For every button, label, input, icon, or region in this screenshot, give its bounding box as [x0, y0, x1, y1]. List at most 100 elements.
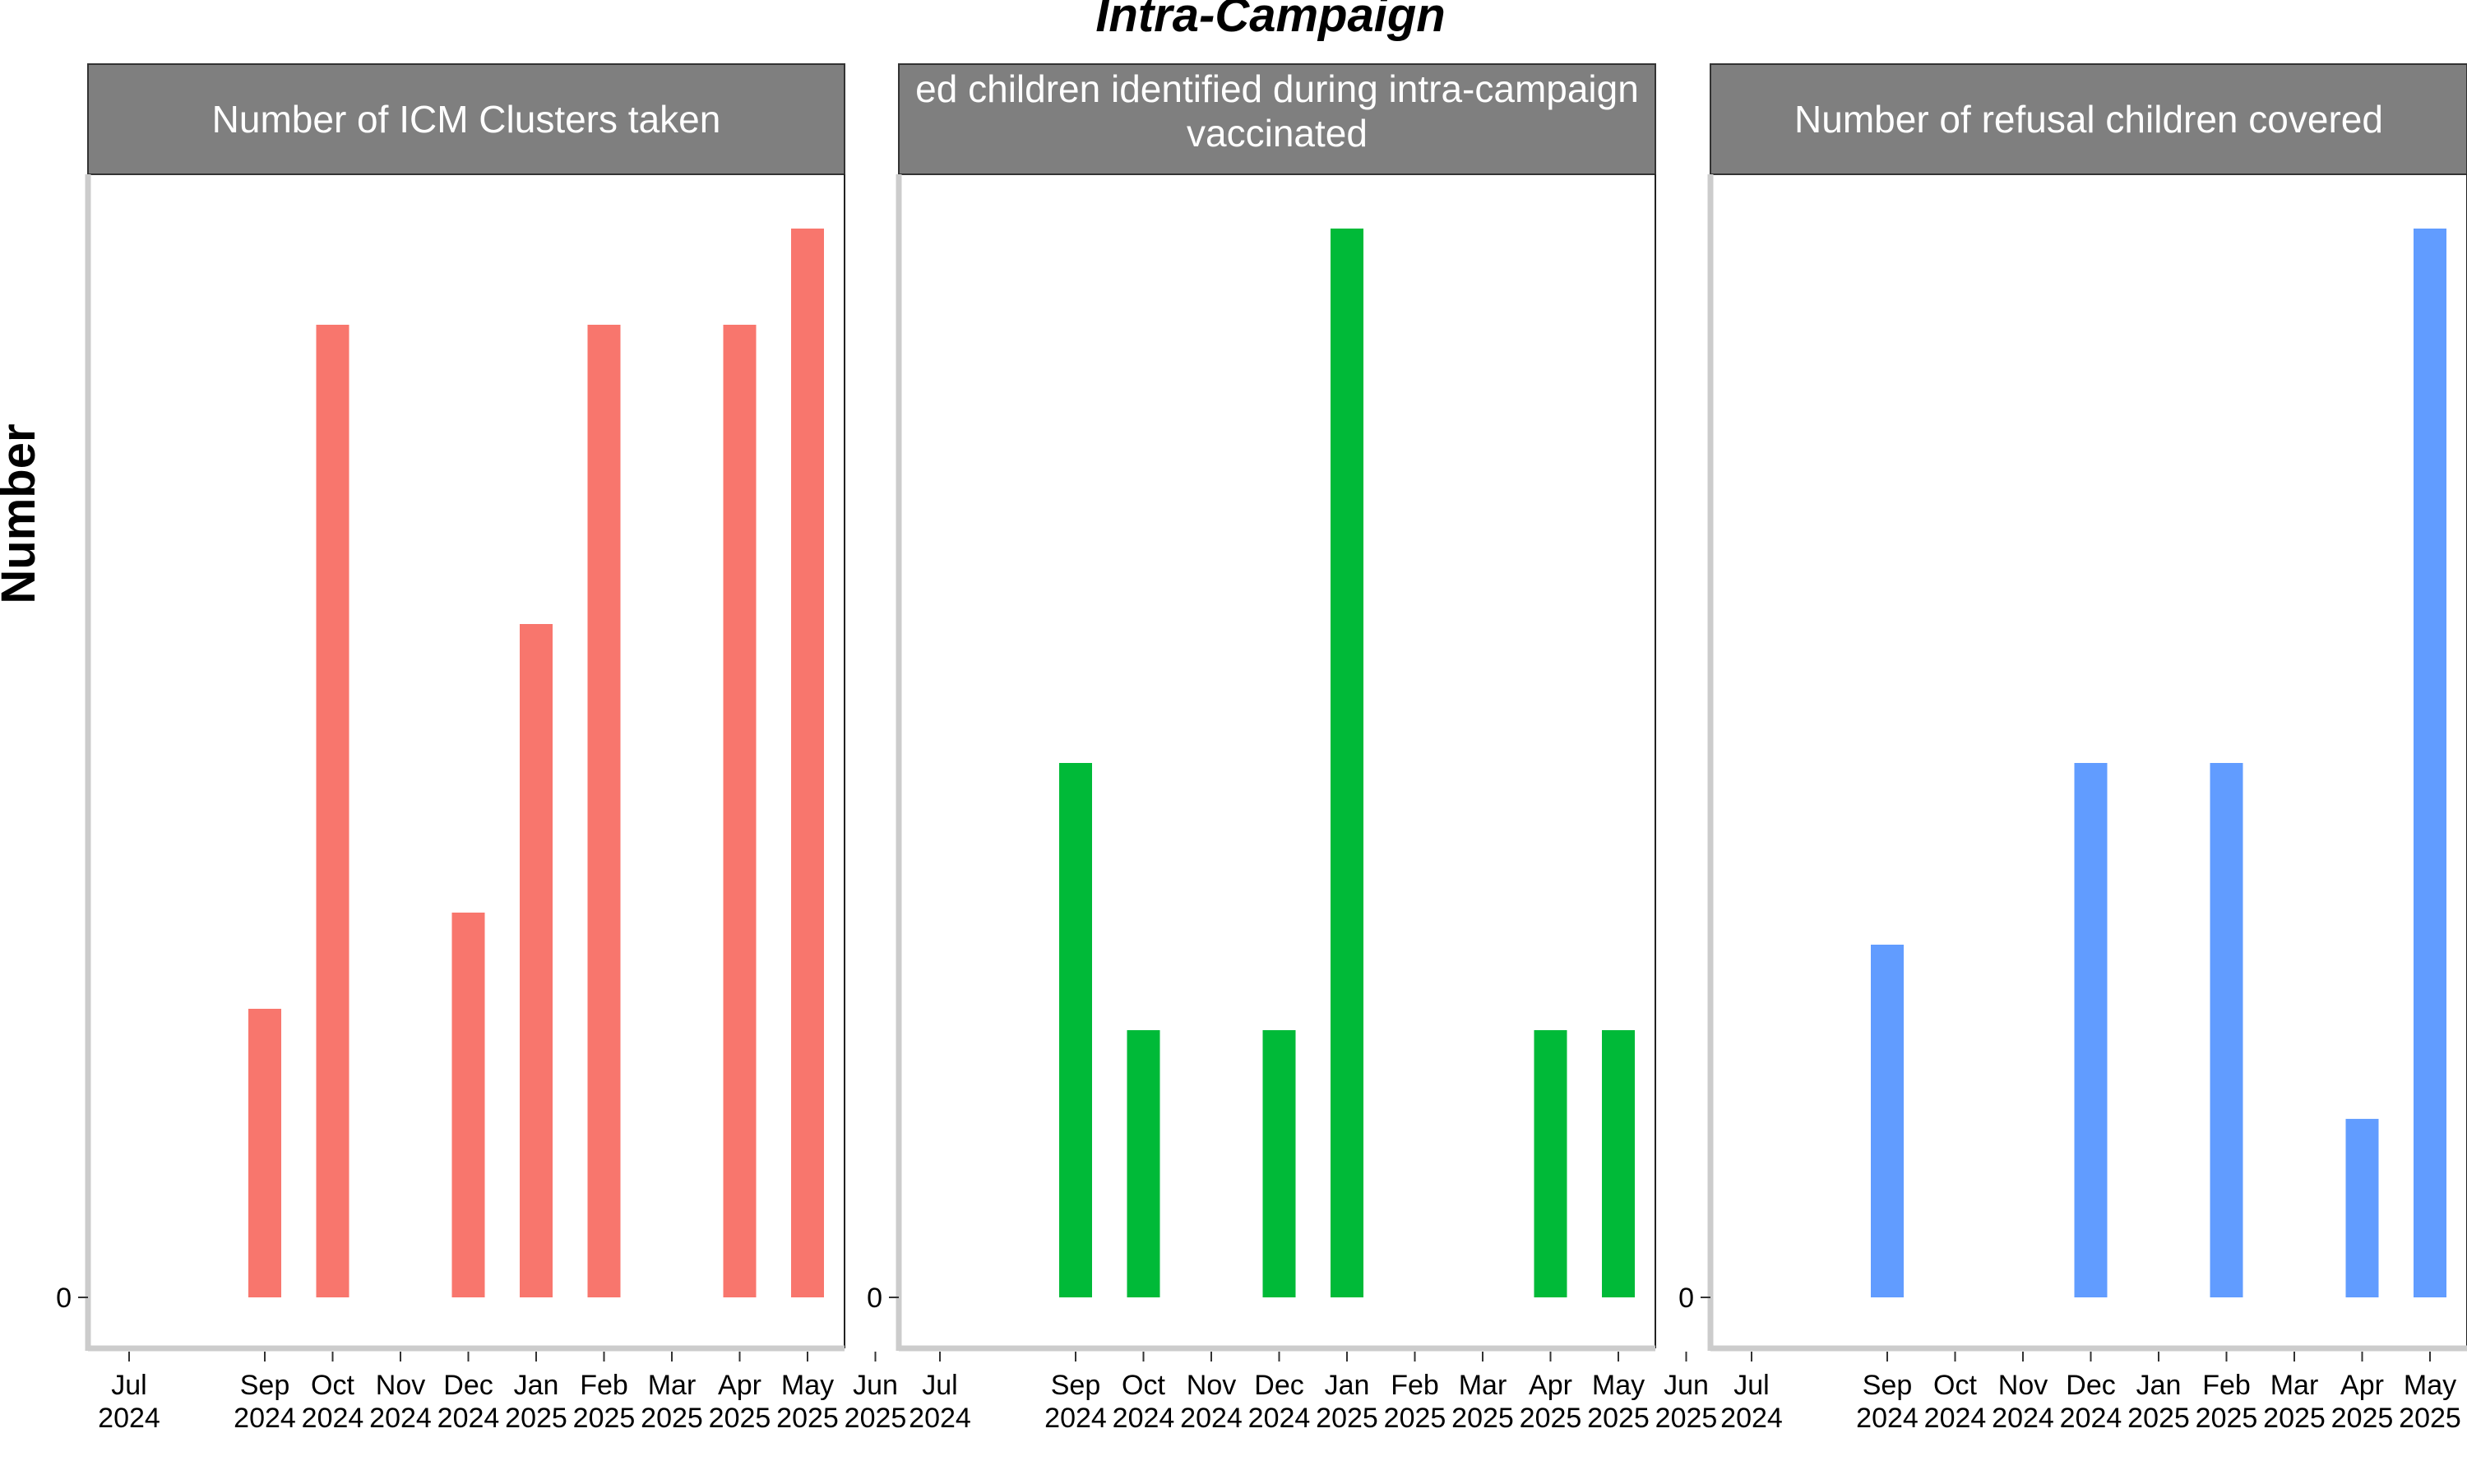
x-tick-label-line: 2024 [1180, 1403, 1243, 1434]
x-tick-label-line: 2024 [302, 1403, 364, 1434]
bar-sep-2024 [1871, 945, 1904, 1297]
x-tick-label-line: 2024 [1248, 1403, 1311, 1434]
bar-dec-2024 [2075, 763, 2108, 1297]
facet-panel-2: ed children identified during intra-camp… [867, 64, 1717, 1434]
x-tick-label-line: Sep [1863, 1370, 1913, 1401]
x-tick-label-line: May [781, 1370, 834, 1401]
x-tick-label-line: Jan [2136, 1370, 2182, 1401]
bar-may-2025 [1602, 1030, 1635, 1297]
facet-strip-label: Number of ICM Clusters taken [212, 98, 721, 141]
x-tick-label-line: 2024 [1924, 1403, 1987, 1434]
chart-title: Intra-Campaign [1095, 0, 1445, 42]
x-tick-label-line: Feb [580, 1370, 628, 1401]
x-tick-label-line: 2025 [2196, 1403, 2258, 1434]
facet-strip-label: vaccinated [1187, 112, 1368, 155]
x-tick-label-line: Jun [853, 1370, 898, 1401]
x-tick-label-line: Apr [2340, 1370, 2384, 1401]
facet-strip-label: Number of refusal children covered [1794, 98, 2383, 141]
x-tick-label-line: 2025 [573, 1403, 636, 1434]
x-tick-label-line: 2025 [1384, 1403, 1446, 1434]
x-tick-label-line: 2025 [776, 1403, 839, 1434]
x-tick-label-line: Mar [1459, 1370, 1507, 1401]
x-tick-label-line: 2025 [2399, 1403, 2461, 1434]
bar-apr-2025 [1534, 1030, 1567, 1297]
x-tick-label-line: Nov [1187, 1370, 1236, 1401]
bar-jan-2025 [520, 624, 553, 1297]
x-tick-label-line: 2025 [2331, 1403, 2394, 1434]
bar-may-2025 [791, 229, 824, 1297]
x-tick-label-line: Dec [1254, 1370, 1303, 1401]
x-tick-label-line: Jun [1664, 1370, 1709, 1401]
y-tick-label: 0 [1678, 1283, 1694, 1314]
x-tick-label-line: 2024 [909, 1403, 971, 1434]
x-tick-label-line: Nov [376, 1370, 425, 1401]
x-tick-label-line: Nov [1998, 1370, 2048, 1401]
bar-feb-2025 [588, 325, 621, 1297]
bar-sep-2024 [1059, 763, 1092, 1297]
x-tick-label-line: 2024 [234, 1403, 296, 1434]
x-tick-label-line: 2024 [98, 1403, 160, 1434]
x-tick-label-line: 2025 [641, 1403, 703, 1434]
x-tick-label-line: May [2404, 1370, 2456, 1401]
bar-dec-2024 [452, 913, 485, 1297]
x-tick-label-line: Sep [240, 1370, 290, 1401]
x-tick-label-line: 2025 [1316, 1403, 1378, 1434]
x-tick-label-line: Jul [922, 1370, 957, 1401]
x-tick-label-line: 2024 [2060, 1403, 2122, 1434]
x-tick-label-line: 2025 [1587, 1403, 1650, 1434]
x-tick-label-line: Apr [718, 1370, 761, 1401]
x-tick-label-line: 2024 [1044, 1403, 1107, 1434]
x-tick-label-line: Jul [1733, 1370, 1769, 1401]
bar-oct-2024 [1127, 1030, 1160, 1297]
x-tick-label-line: 2024 [1992, 1403, 2054, 1434]
x-tick-label-line: Dec [443, 1370, 493, 1401]
x-tick-label-line: Jan [514, 1370, 559, 1401]
x-tick-label-line: 2025 [1520, 1403, 1582, 1434]
x-tick-label-line: Feb [2202, 1370, 2251, 1401]
x-tick-label-line: Oct [1933, 1370, 1977, 1401]
bar-apr-2025 [2346, 1119, 2379, 1297]
x-tick-label-line: 2024 [437, 1403, 500, 1434]
x-tick-label-line: May [1592, 1370, 1645, 1401]
x-tick-label-line: Dec [2066, 1370, 2115, 1401]
x-tick-label-line: 2024 [1856, 1403, 1919, 1434]
y-axis-label: Number [0, 423, 45, 603]
x-tick-label-line: 2025 [1655, 1403, 1718, 1434]
bar-sep-2024 [248, 1009, 281, 1297]
x-tick-label-line: 2025 [1451, 1403, 1514, 1434]
bar-apr-2025 [724, 325, 757, 1297]
x-tick-label-line: Feb [1391, 1370, 1439, 1401]
y-tick-label: 0 [867, 1283, 882, 1314]
x-tick-label-line: 2024 [1113, 1403, 1175, 1434]
x-tick-label-line: Mar [2270, 1370, 2319, 1401]
